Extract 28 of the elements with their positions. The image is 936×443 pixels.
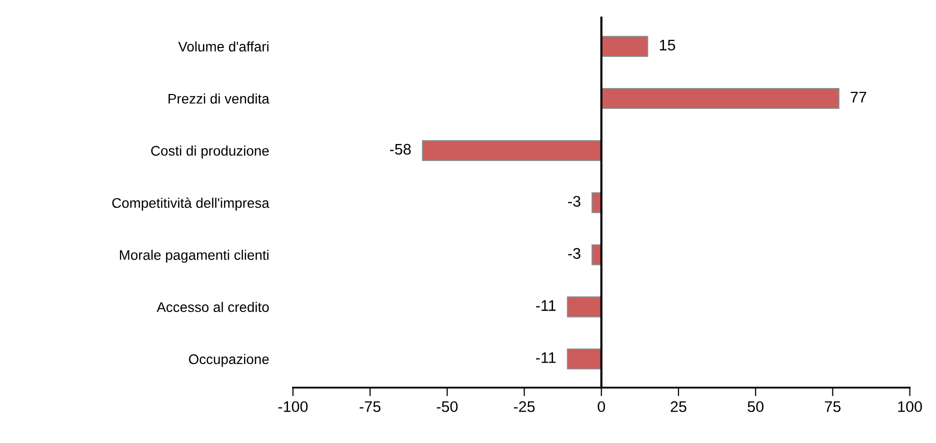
x-tick-label: 0: [598, 401, 606, 412]
y-tick-label: Morale pagamenti clienti: [120, 250, 268, 263]
bar: [600, 88, 840, 109]
y-tick-label: Volume d'affari: [178, 41, 268, 52]
x-tick-label: -100: [278, 401, 308, 412]
x-tick-label: 50: [748, 401, 764, 412]
bar: [600, 36, 648, 57]
data-label: -3: [568, 248, 580, 259]
y-tick-label: Prezzi di vendita: [168, 93, 270, 104]
data-label: -11: [536, 300, 556, 311]
bar: [422, 140, 602, 162]
y-tick-label: Competitività dell'impresa: [112, 198, 270, 211]
y-tick-label: Costi di produzione: [151, 146, 269, 158]
x-tick-label: 75: [824, 401, 841, 412]
data-label: 15: [660, 40, 676, 50]
x-tick-label: 25: [670, 401, 686, 412]
x-tick-label: -25: [514, 401, 535, 412]
data-label: -11: [536, 352, 556, 363]
x-tick-label: -75: [360, 401, 380, 412]
y-tick-label: Occupazione: [188, 354, 269, 367]
data-label: 77: [850, 92, 866, 102]
bar: [566, 348, 602, 370]
x-tick-label: 100: [898, 401, 922, 412]
y-tick-label: Accesso al credito: [156, 302, 269, 312]
data-label: -58: [390, 144, 411, 155]
bar: [566, 296, 602, 318]
x-tick-label: -50: [436, 401, 458, 412]
data-label: -3: [568, 196, 580, 207]
